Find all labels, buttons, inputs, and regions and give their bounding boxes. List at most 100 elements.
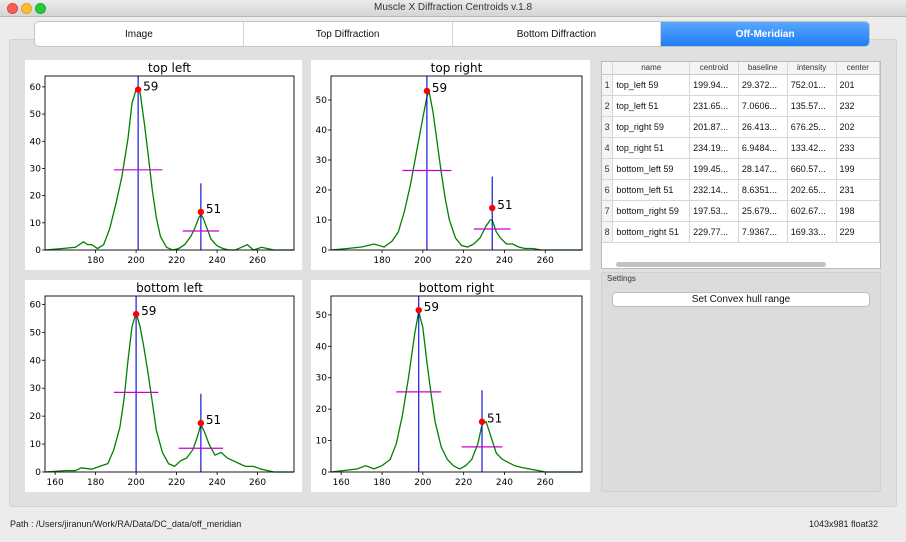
cell-centroid[interactable]: 234.19...: [689, 137, 739, 159]
cell-centroid[interactable]: 197.53...: [689, 200, 739, 222]
cell-intensity[interactable]: 135.57...: [787, 95, 837, 117]
cell-centroid[interactable]: 231.65...: [689, 95, 739, 117]
column-header-baseline[interactable]: baseline: [738, 62, 788, 75]
tab-top-diffraction[interactable]: Top Diffraction: [244, 22, 453, 46]
x-tick-label: 260: [249, 256, 266, 266]
tab-bottom-diffraction[interactable]: Bottom Diffraction: [453, 22, 662, 46]
peak-label: 59: [143, 80, 158, 94]
x-tick-label: 200: [414, 478, 431, 488]
cell-baseline[interactable]: 25.679...: [738, 200, 788, 222]
y-tick-label: 30: [316, 156, 328, 166]
cell-name[interactable]: top_right 59: [612, 116, 691, 138]
table-row[interactable]: 8 bottom_right 51 229.77... 7.9367... 169.33…: [602, 221, 880, 243]
cell-intensity[interactable]: 133.42...: [787, 137, 837, 159]
cell-name[interactable]: bottom_right 51: [612, 221, 691, 243]
peak-marker: [134, 86, 142, 93]
table-row[interactable]: 4 top_right 51 234.19... 6.9484... 133.42...…: [602, 137, 880, 159]
column-header-centroid[interactable]: centroid: [689, 62, 739, 75]
window-title: Muscle X Diffraction Centroids v.1.8: [373, 2, 533, 13]
column-header-intensity[interactable]: intensity: [787, 62, 837, 75]
cell-name[interactable]: top_left 51: [612, 95, 691, 117]
cell-center[interactable]: 199: [836, 158, 880, 180]
cell-baseline[interactable]: 7.0606...: [738, 95, 788, 117]
y-tick-label: 20: [30, 192, 42, 202]
y-tick-label: 60: [30, 83, 42, 93]
y-tick-label: 0: [321, 246, 327, 256]
cell-baseline[interactable]: 7.9367...: [738, 221, 788, 243]
x-tick-label: 200: [128, 478, 145, 488]
zoom-window-button[interactable]: [35, 3, 46, 14]
cell-intensity[interactable]: 169.33...: [787, 221, 837, 243]
tab-bar: Image Top Diffraction Bottom Diffraction…: [34, 21, 870, 47]
peak-marker: [415, 306, 422, 314]
x-tick-label: 240: [496, 478, 513, 488]
plot-frame: [330, 75, 583, 251]
cell-baseline[interactable]: 29.372...: [738, 74, 788, 96]
cell-name[interactable]: bottom_left 51: [612, 179, 691, 201]
column-header-name[interactable]: name: [612, 62, 691, 75]
x-tick-label: 200: [128, 256, 145, 266]
y-tick-label: 40: [30, 356, 42, 366]
cell-centroid[interactable]: 232.14...: [689, 179, 739, 201]
table-row[interactable]: 2 top_left 51 231.65... 7.0606... 135.57... 2…: [602, 95, 880, 117]
y-tick-label: 10: [316, 437, 328, 447]
y-tick-label: 50: [30, 110, 42, 120]
table-row[interactable]: 6 bottom_left 51 232.14... 8.6351... 202.65.…: [602, 179, 880, 201]
cell-name[interactable]: top_right 51: [612, 137, 691, 159]
tab-off-meridian[interactable]: Off-Meridian: [661, 22, 869, 46]
cell-intensity[interactable]: 660.57...: [787, 158, 837, 180]
cell-intensity[interactable]: 602.67...: [787, 200, 837, 222]
close-window-button[interactable]: [7, 3, 18, 14]
y-tick-label: 0: [35, 468, 41, 478]
centroid-table[interactable]: name centroid baseline intensity center …: [601, 61, 881, 269]
table-corner: [602, 62, 614, 75]
set-convex-hull-range-button[interactable]: Set Convex hull range: [612, 292, 870, 307]
cell-center[interactable]: 229: [836, 221, 880, 243]
cell-baseline[interactable]: 8.6351...: [738, 179, 788, 201]
x-tick-label: 240: [208, 256, 225, 266]
y-tick-label: 40: [30, 137, 42, 147]
peak-label: 51: [206, 202, 221, 216]
table-row[interactable]: 3 top_right 59 201.87... 26.413... 676.25...…: [602, 116, 880, 138]
x-tick-label: 180: [373, 256, 390, 266]
x-tick-label: 160: [47, 478, 64, 488]
column-header-center[interactable]: center: [836, 62, 880, 75]
cell-name[interactable]: bottom_left 59: [612, 158, 691, 180]
plot-frame: [44, 295, 295, 473]
y-tick-label: 40: [316, 126, 328, 136]
table-row[interactable]: 1 top_left 59 199.94... 29.372... 752.01... 2…: [602, 74, 880, 96]
y-tick-label: 10: [30, 440, 42, 450]
cell-baseline[interactable]: 26.413...: [738, 116, 788, 138]
table-horizontal-scrollbar[interactable]: [616, 262, 826, 267]
table-row[interactable]: 5 bottom_left 59 199.45... 28.147... 660.57.…: [602, 158, 880, 180]
cell-center[interactable]: 202: [836, 116, 880, 138]
cell-intensity[interactable]: 676.25...: [787, 116, 837, 138]
plot-frame: [44, 75, 295, 251]
minimize-window-button[interactable]: [21, 3, 32, 14]
y-tick-label: 0: [35, 246, 41, 256]
cell-baseline[interactable]: 6.9484...: [738, 137, 788, 159]
cell-center[interactable]: 201: [836, 74, 880, 96]
row-number: 4: [602, 137, 614, 159]
table-row[interactable]: 7 bottom_right 59 197.53... 25.679... 602.67…: [602, 200, 880, 222]
peak-label: 51: [497, 198, 512, 212]
tab-image[interactable]: Image: [35, 22, 244, 46]
cell-center[interactable]: 198: [836, 200, 880, 222]
cell-intensity[interactable]: 752.01...: [787, 74, 837, 96]
plot-top-left: top left 0 10 20 30 40 50 60 180 200 220 240 260 59 51: [25, 60, 302, 270]
cell-centroid[interactable]: 199.94...: [689, 74, 739, 96]
cell-center[interactable]: 232: [836, 95, 880, 117]
cell-centroid[interactable]: 201.87...: [689, 116, 739, 138]
cell-intensity[interactable]: 202.65...: [787, 179, 837, 201]
cell-baseline[interactable]: 28.147...: [738, 158, 788, 180]
cell-center[interactable]: 233: [836, 137, 880, 159]
cell-name[interactable]: top_left 59: [612, 74, 691, 96]
peak-marker: [478, 418, 486, 425]
cell-centroid[interactable]: 199.45...: [689, 158, 739, 180]
x-tick-label: 240: [208, 478, 225, 488]
cell-name[interactable]: bottom_right 59: [612, 200, 691, 222]
cell-centroid[interactable]: 229.77...: [689, 221, 739, 243]
peak-label: 51: [206, 413, 221, 427]
cell-center[interactable]: 231: [836, 179, 880, 201]
chart-title: bottom right: [419, 281, 495, 295]
